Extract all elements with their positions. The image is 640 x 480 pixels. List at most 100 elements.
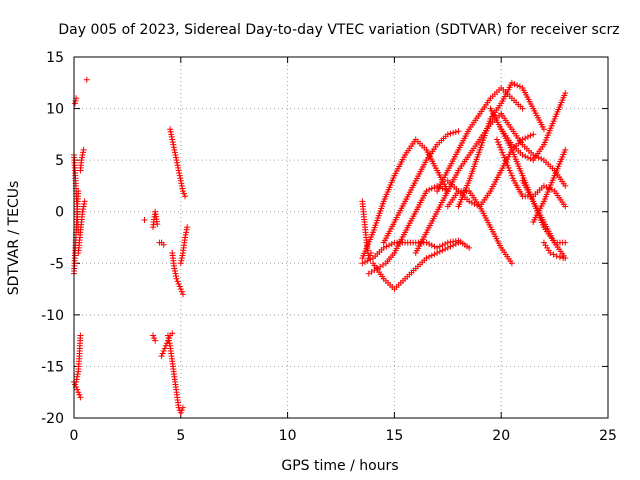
x-tick-label: 5	[176, 428, 185, 444]
data-point	[164, 332, 171, 339]
data-point	[532, 153, 539, 160]
data-point	[172, 151, 179, 158]
data-point	[506, 167, 513, 174]
data-point	[179, 291, 186, 298]
data-point	[508, 260, 515, 267]
data-point	[154, 221, 161, 228]
data-point	[179, 188, 186, 195]
data-point	[172, 270, 179, 277]
data-point	[504, 162, 511, 169]
data-point	[509, 175, 516, 182]
data-point	[562, 182, 569, 189]
data-point	[442, 240, 449, 247]
data-point	[540, 182, 547, 189]
data-point	[527, 132, 534, 139]
y-axis-title: SDTVAR / TECUs	[6, 181, 22, 296]
data-point	[169, 136, 176, 143]
data-point	[177, 177, 184, 184]
data-point	[436, 243, 443, 250]
data-point	[76, 391, 83, 398]
data-points	[71, 76, 569, 416]
data-point	[74, 371, 81, 378]
data-point	[168, 133, 175, 140]
data-point	[174, 278, 181, 285]
plot-frame	[73, 56, 609, 419]
data-point	[466, 198, 473, 205]
data-point	[168, 131, 175, 138]
data-point	[527, 155, 534, 162]
data-point	[444, 131, 451, 138]
data-point	[77, 332, 84, 339]
data-point	[439, 247, 446, 254]
data-point	[367, 249, 374, 256]
data-point	[167, 128, 174, 135]
x-tick-label: 10	[279, 428, 297, 444]
data-point	[562, 146, 569, 153]
data-point	[444, 244, 451, 251]
chart-title: Day 005 of 2023, Sidereal Day-to-day VTE…	[58, 22, 619, 38]
data-point	[497, 144, 504, 151]
data-point	[442, 186, 449, 193]
y-tick-label: -5	[50, 256, 64, 272]
data-point	[169, 330, 176, 337]
data-point	[428, 252, 435, 259]
data-point	[183, 226, 190, 233]
data-point	[166, 340, 173, 347]
data-point	[447, 130, 454, 137]
y-tick-label: -10	[41, 308, 64, 324]
data-point	[182, 231, 189, 238]
data-point	[366, 252, 373, 259]
data-point	[179, 252, 186, 259]
data-point	[434, 249, 441, 256]
data-point	[530, 131, 537, 138]
data-point	[455, 239, 462, 246]
data-point	[502, 157, 509, 164]
data-point	[493, 136, 500, 143]
data-point	[174, 162, 181, 169]
data-point	[151, 335, 158, 342]
data-point	[380, 244, 387, 251]
data-point	[175, 164, 182, 171]
data-point	[386, 242, 393, 249]
data-point	[72, 381, 79, 388]
data-point	[80, 149, 87, 156]
data-point	[74, 373, 81, 380]
data-point	[426, 253, 433, 260]
data-point	[508, 172, 515, 179]
data-point	[72, 100, 79, 107]
data-point	[496, 141, 503, 148]
x-tick-label: 25	[599, 428, 617, 444]
data-point	[498, 146, 505, 153]
data-point	[452, 240, 459, 247]
x-tick-label: 15	[385, 428, 403, 444]
data-point	[158, 353, 165, 360]
data-point	[177, 409, 184, 416]
data-point	[183, 229, 190, 236]
data-point	[511, 81, 518, 88]
data-point	[178, 182, 185, 189]
data-point	[176, 172, 183, 179]
data-point	[177, 175, 184, 182]
data-point	[423, 239, 430, 246]
data-point	[169, 139, 176, 146]
data-point	[426, 186, 433, 193]
data-point	[499, 149, 506, 156]
data-point	[431, 184, 438, 191]
data-point	[161, 345, 168, 352]
tick-labels: 0 5 10 15 20 25 -20 -15 -10 -5 0 5 10 15	[41, 50, 617, 444]
data-point	[522, 135, 529, 142]
y-tick-label: 10	[46, 102, 64, 118]
data-point	[359, 260, 366, 267]
data-point	[176, 170, 183, 177]
data-point	[501, 154, 508, 161]
data-point	[81, 198, 88, 205]
data-point	[494, 139, 501, 146]
data-point	[450, 242, 457, 249]
data-point	[171, 268, 178, 275]
data-point	[436, 248, 443, 255]
data-point	[474, 202, 481, 209]
data-point	[431, 243, 438, 250]
data-point	[179, 185, 186, 192]
data-point	[141, 216, 148, 223]
